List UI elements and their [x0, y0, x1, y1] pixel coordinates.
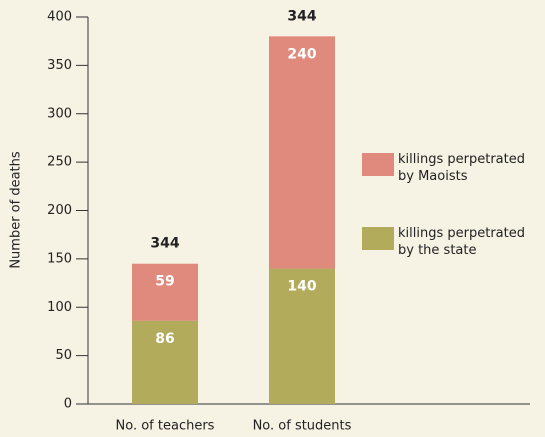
data-label: 86 [155, 331, 174, 347]
total-label: 344 [287, 8, 316, 24]
data-label: 140 [287, 279, 316, 295]
data-label: 59 [155, 274, 174, 290]
y-axis-label: Number of deaths [9, 151, 24, 269]
y-tick-label: 0 [64, 397, 72, 412]
y-tick-label: 400 [47, 10, 72, 25]
y-tick-label: 250 [47, 155, 72, 170]
y-tick-label: 100 [47, 300, 72, 315]
bar-segment [269, 36, 335, 269]
x-tick-label: No. of teachers [116, 419, 215, 434]
y-tick-label: 300 [47, 106, 72, 121]
y-tick-label: 350 [47, 58, 72, 73]
bar-segment [132, 263, 198, 321]
x-tick-label: No. of students [253, 419, 352, 434]
bar-segment [269, 268, 335, 404]
y-tick-label: 50 [55, 348, 72, 363]
legend-swatch [362, 227, 394, 250]
legend-swatch [362, 153, 394, 176]
y-tick-label: 150 [47, 251, 72, 266]
legend-label: killings perpetrated by Maoists [398, 152, 525, 184]
bar-segment [132, 320, 198, 404]
legend-label: killings perpetrated by the state [398, 226, 525, 258]
total-label: 344 [150, 236, 179, 252]
data-label: 240 [287, 46, 316, 62]
y-tick-label: 200 [47, 203, 72, 218]
